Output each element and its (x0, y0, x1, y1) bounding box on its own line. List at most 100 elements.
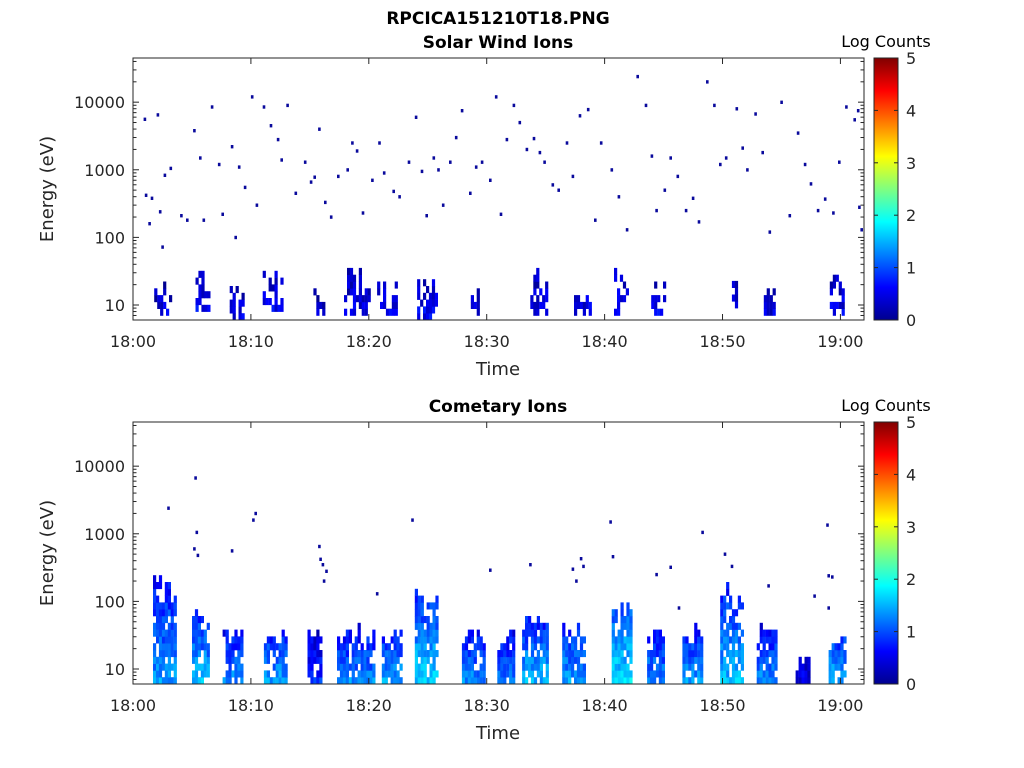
spectrogram-bin (626, 670, 630, 678)
spectrogram-bin (464, 656, 469, 664)
high-energy-point (313, 175, 316, 179)
spectrogram-bin (539, 670, 543, 678)
spectrogram-bin (576, 629, 581, 637)
spectrogram-bin (536, 267, 540, 275)
spectrogram-bin (417, 650, 421, 658)
spectrogram-bin (476, 670, 480, 678)
spectrogram-bin (399, 643, 403, 651)
high-energy-point (669, 156, 672, 160)
spectrogram-bin (579, 643, 584, 651)
spectrogram-bin (763, 308, 767, 316)
spectrogram-bin (426, 286, 430, 294)
spectrogram-bin (734, 609, 739, 617)
spectrogram-bin (614, 267, 618, 275)
high-energy-point (161, 245, 164, 249)
spectrogram-bin (426, 313, 430, 321)
spectrogram-bin (313, 650, 317, 658)
spectrogram-bin (158, 650, 163, 658)
spectrogram-bin (720, 622, 724, 630)
spectrogram-bin (740, 629, 744, 637)
spectrogram-bin (768, 636, 772, 644)
spectrogram-bin (396, 650, 400, 658)
spectrogram-bin (506, 650, 510, 658)
spectrogram-bin (697, 677, 701, 685)
colorbar-gradient (873, 57, 899, 321)
spectrogram-bin (658, 636, 662, 644)
spectrogram-bin (173, 629, 177, 637)
spectrogram-bin (574, 677, 578, 685)
spectrogram-bin (357, 677, 361, 685)
high-energy-point (144, 193, 148, 197)
spectrogram-bin (582, 308, 586, 316)
spectrogram-bin (390, 656, 394, 664)
spectrogram-bin (837, 656, 841, 664)
spectrogram-bin (545, 636, 549, 644)
spectrogram-bin (161, 602, 166, 610)
spectrogram-bin (194, 643, 199, 651)
spectrogram-bin (700, 656, 704, 664)
x-tick-label: 18:50 (699, 696, 745, 715)
spectrogram-bin (723, 629, 727, 637)
spectrogram-bin (565, 636, 569, 644)
spectrogram-bin (358, 267, 362, 275)
spectrogram-bin (348, 636, 352, 644)
spectrogram-bin (655, 663, 660, 671)
high-energy-point (611, 555, 615, 559)
spectrogram-bin (700, 643, 704, 651)
spectrogram-bin (838, 281, 842, 289)
spectrogram-bin (435, 616, 439, 624)
spectrogram-bin (568, 677, 572, 685)
high-energy-point (677, 606, 681, 610)
spectrogram-bin (545, 629, 549, 637)
spectrogram-bin (697, 650, 701, 658)
spectrogram-bin (658, 663, 662, 671)
spectrogram-bin (473, 650, 477, 658)
spectrogram-bin (614, 670, 618, 678)
high-energy-point (375, 592, 379, 596)
ion-burst (222, 629, 244, 685)
spectrogram-bin (344, 308, 348, 316)
high-energy-point (148, 222, 151, 226)
spectrogram-bin (222, 629, 226, 637)
spectrogram-bin (414, 588, 418, 596)
spectrogram-bin (620, 616, 624, 624)
spectrogram-bin (393, 670, 397, 678)
spectrogram-bin (316, 301, 320, 309)
spectrogram-bin (720, 677, 724, 685)
spectrogram-bin (153, 650, 157, 658)
spectrogram-bin (470, 636, 474, 644)
ion-burst (720, 582, 744, 685)
spectrogram-bin (194, 609, 199, 617)
spectrogram-bin (357, 656, 361, 664)
high-energy-point (150, 196, 154, 200)
spectrogram-bin (611, 622, 615, 630)
spectrogram-bin (372, 663, 376, 671)
spectrogram-bin (734, 663, 739, 671)
spectrogram-bin (756, 656, 760, 664)
spectrogram-bin (565, 663, 569, 671)
spectrogram-bin (265, 298, 269, 306)
spectrogram-bin (700, 677, 704, 685)
spectrogram-bin (307, 650, 311, 658)
spectrogram-bin (522, 643, 526, 651)
low-energy-block (731, 280, 739, 309)
spectrogram-bin (740, 677, 744, 685)
spectrogram-bin (771, 650, 775, 658)
low-energy-block (651, 281, 667, 316)
spectrogram-bin (153, 609, 157, 617)
spectrogram-bin (192, 616, 196, 624)
spectrogram-bin (694, 622, 698, 630)
spectrogram-bin (694, 670, 698, 678)
spectrogram-bin (281, 629, 285, 637)
spectrogram-bin (310, 656, 314, 664)
spectrogram-bin (697, 656, 701, 664)
spectrogram-bin (432, 629, 436, 637)
spectrogram-bin (723, 677, 727, 685)
spectrogram-bin (417, 670, 421, 678)
spectrogram-bin (828, 670, 832, 678)
spectrogram-bin (423, 670, 427, 678)
spectrogram-bin (834, 656, 838, 664)
spectrogram-bin (654, 281, 658, 289)
spectrogram-bin (201, 277, 205, 285)
spectrogram-bin (623, 643, 627, 651)
